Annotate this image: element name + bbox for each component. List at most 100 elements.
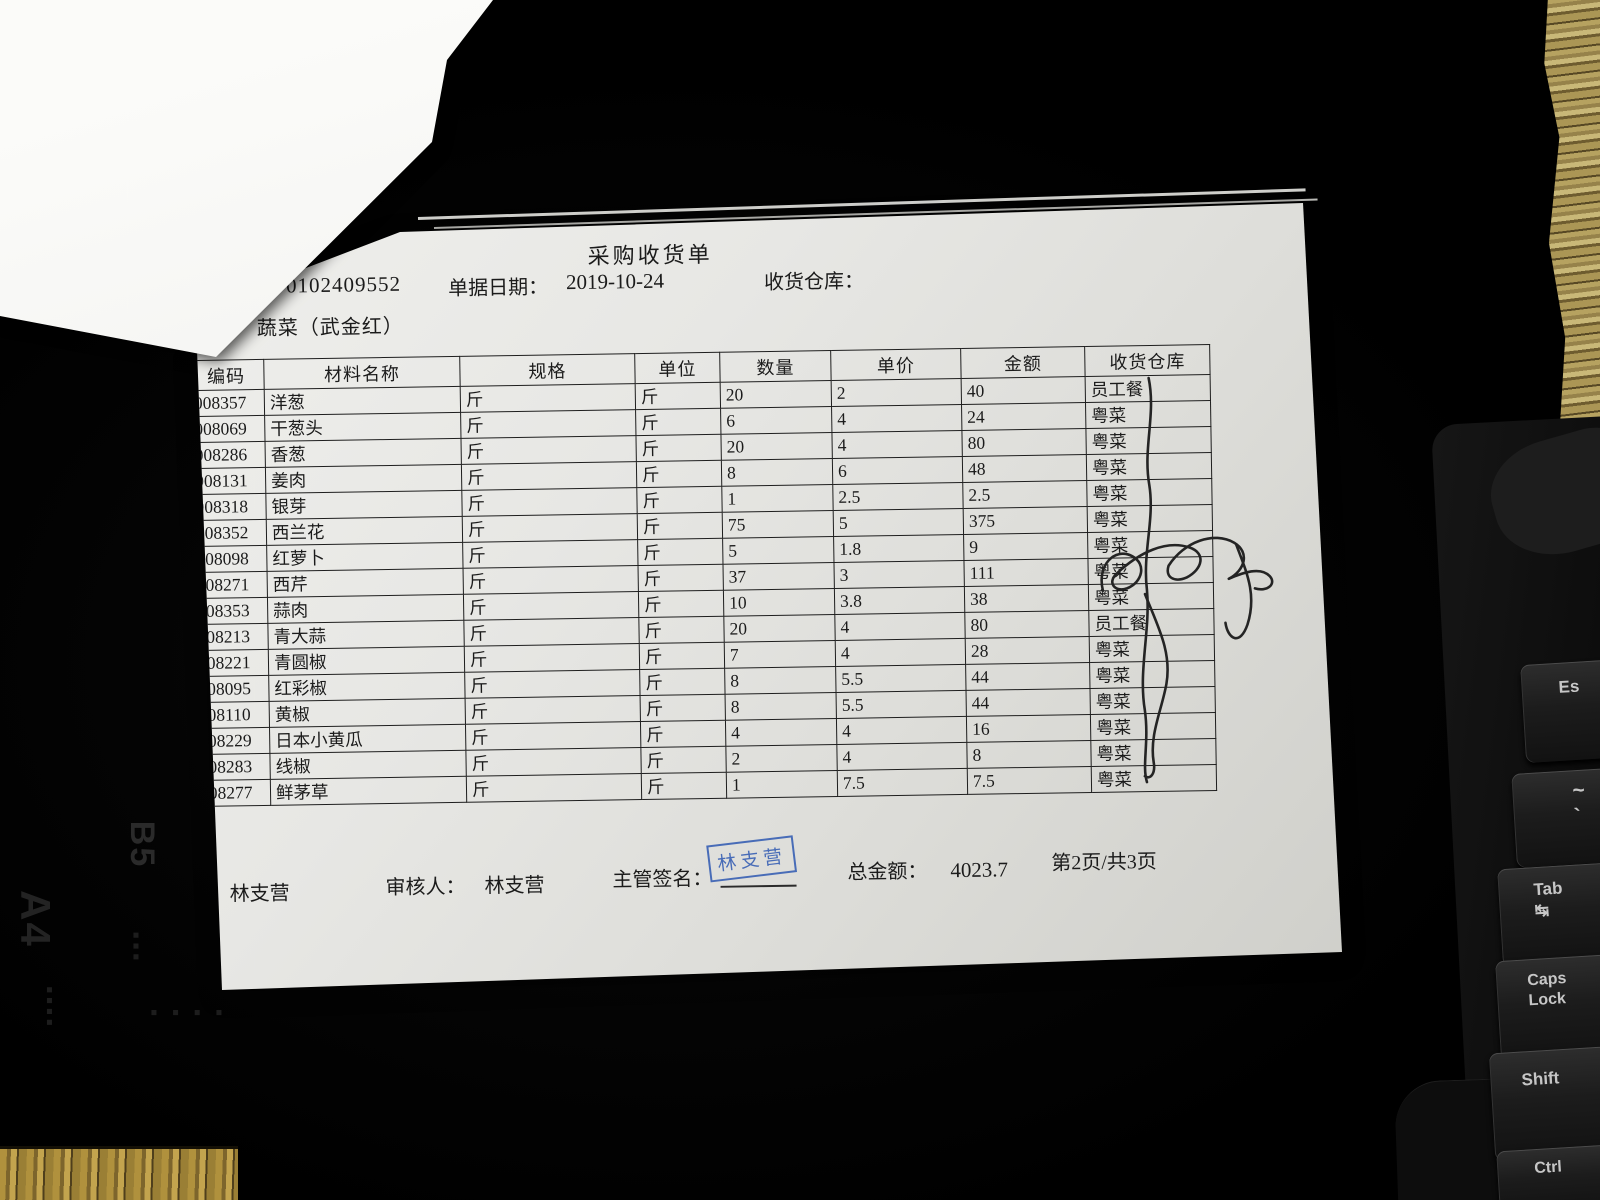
table-cell: 斤 bbox=[465, 721, 641, 751]
table-cell: 斤 bbox=[460, 409, 636, 439]
table-cell: 斤 bbox=[637, 538, 723, 566]
table-cell: 黄椒 bbox=[269, 698, 466, 728]
table-cell: 7.5 bbox=[837, 768, 968, 797]
table-cell: 斤 bbox=[640, 720, 726, 748]
table-cell: 斤 bbox=[638, 564, 724, 592]
table-cell: 斤 bbox=[635, 434, 722, 462]
table-header-cell: 单价 bbox=[830, 348, 962, 381]
table-cell: 16 bbox=[966, 714, 1091, 743]
table-cell: 斤 bbox=[640, 694, 726, 722]
table-cell: 斤 bbox=[638, 590, 724, 618]
table-cell: 6 bbox=[720, 406, 832, 435]
table-cell: 斤 bbox=[635, 382, 721, 410]
table-cell: 斤 bbox=[464, 643, 640, 673]
table-cell: 9 bbox=[963, 532, 1088, 561]
date-value: 2019-10-24 bbox=[565, 268, 665, 295]
table-cell: 粤菜 bbox=[1089, 660, 1215, 689]
signature-line bbox=[720, 884, 797, 888]
table-cell: 1 bbox=[726, 770, 838, 799]
table-cell: 8 bbox=[721, 458, 833, 487]
table-cell: 粤菜 bbox=[1087, 556, 1214, 585]
table-header-cell: 编码 bbox=[197, 359, 265, 391]
table-cell: 008098 bbox=[197, 545, 268, 573]
table-cell: 斤 bbox=[462, 539, 639, 569]
table-cell: 8 bbox=[724, 666, 837, 695]
table-cell: 2 bbox=[831, 378, 962, 407]
table-cell: 48 bbox=[962, 454, 1087, 483]
table-cell: 斤 bbox=[636, 460, 722, 488]
tray-marks: ▪ ▪ ▪ ▪ bbox=[150, 1005, 226, 1020]
table-cell: 2.5 bbox=[962, 480, 1088, 509]
table-cell: 37 bbox=[722, 562, 835, 591]
table-cell: 员工餐 bbox=[1085, 374, 1211, 403]
table-cell: 斤 bbox=[460, 435, 637, 465]
table-header-cell: 金额 bbox=[960, 346, 1086, 379]
table-cell: 青大蒜 bbox=[267, 620, 465, 650]
key-esc: Es bbox=[1520, 654, 1600, 764]
total-label: 总金额： bbox=[847, 860, 928, 884]
table-cell: 斤 bbox=[635, 408, 721, 436]
table-cell: 银芽 bbox=[265, 490, 463, 520]
receipt-paper: 采购收货单 0102409552 单据日期： 2019-10-24 收货仓库： … bbox=[195, 196, 1345, 996]
warehouse-label: 收货仓库： bbox=[763, 270, 865, 295]
key-label: ~ bbox=[1571, 778, 1586, 803]
table-cell: 28 bbox=[965, 636, 1090, 665]
tray-marks: ▪▪▪▪ bbox=[42, 985, 58, 1030]
key-caps-lock: Caps Lock bbox=[1495, 950, 1600, 1062]
table-cell: 斤 bbox=[460, 383, 636, 413]
table-cell: 粤菜 bbox=[1086, 478, 1213, 507]
table-cell: 2.5 bbox=[832, 482, 964, 511]
table-cell: 008318 bbox=[197, 493, 267, 521]
supplier-name: 蔬菜（武金红） bbox=[256, 315, 404, 341]
table-cell: 5.5 bbox=[835, 664, 967, 693]
table-cell: 粤菜 bbox=[1088, 582, 1214, 611]
table-cell: 斤 bbox=[466, 773, 642, 803]
table-cell: 008069 bbox=[197, 415, 266, 443]
table-cell: 西兰花 bbox=[266, 516, 463, 546]
table-header-cell: 收货仓库 bbox=[1084, 344, 1211, 377]
table-cell: 斤 bbox=[463, 565, 639, 595]
table-cell: 8 bbox=[966, 740, 1092, 769]
page-indicator: 第2页/共3页 bbox=[1051, 850, 1157, 875]
table-cell: 24 bbox=[961, 402, 1086, 431]
table-cell: 3.8 bbox=[834, 586, 965, 615]
table-cell: 青圆椒 bbox=[268, 646, 465, 676]
table-cell: 日本小黄瓜 bbox=[269, 724, 466, 754]
total-value: 4023.7 bbox=[950, 857, 1009, 883]
table-cell: 粤菜 bbox=[1089, 686, 1216, 715]
table-cell: 西芹 bbox=[267, 568, 464, 598]
table-cell: 6 bbox=[832, 456, 963, 485]
table-header-cell: 规格 bbox=[459, 353, 636, 387]
reviewer-label: 审核人： bbox=[385, 875, 466, 900]
table-cell: 1.8 bbox=[833, 534, 964, 563]
table-cell: 008286 bbox=[197, 441, 266, 469]
table-cell: 粤菜 bbox=[1085, 400, 1211, 429]
tray-label-a4: A4 bbox=[11, 890, 59, 948]
table-cell: 008357 bbox=[197, 389, 265, 417]
table-cell: 008353 bbox=[197, 597, 268, 625]
table-cell: 008277 bbox=[197, 779, 271, 807]
table-cell: 44 bbox=[965, 662, 1090, 691]
table-cell: 20 bbox=[720, 380, 832, 409]
table-cell: 洋葱 bbox=[264, 386, 461, 416]
table-cell: 111 bbox=[963, 558, 1089, 587]
table-cell: 10 bbox=[723, 588, 835, 617]
table-cell: 斤 bbox=[464, 669, 641, 699]
table-cell: 斤 bbox=[463, 591, 639, 621]
table-cell: 粤菜 bbox=[1090, 738, 1217, 767]
table-cell: 斤 bbox=[641, 772, 727, 800]
tray-marks: ▪▪▪ bbox=[128, 931, 144, 964]
key-ctrl: Ctrl bbox=[1496, 1140, 1600, 1200]
table-cell: 员工餐 bbox=[1088, 608, 1215, 637]
supervisor-label: 主管签名： bbox=[612, 867, 713, 892]
table-header-cell: 单位 bbox=[634, 352, 721, 384]
doc-number: 0102409552 bbox=[285, 271, 402, 298]
table-cell: 线椒 bbox=[269, 750, 467, 780]
wood-desk-bottom bbox=[0, 1146, 238, 1200]
table-cell: 5.5 bbox=[836, 690, 967, 719]
reviewer: 审核人： 林支营 bbox=[385, 869, 544, 900]
table-cell: 4 bbox=[836, 742, 968, 771]
table-cell: 斤 bbox=[639, 642, 725, 670]
table-cell: 粤菜 bbox=[1090, 712, 1216, 741]
table-cell: 4 bbox=[835, 638, 966, 667]
